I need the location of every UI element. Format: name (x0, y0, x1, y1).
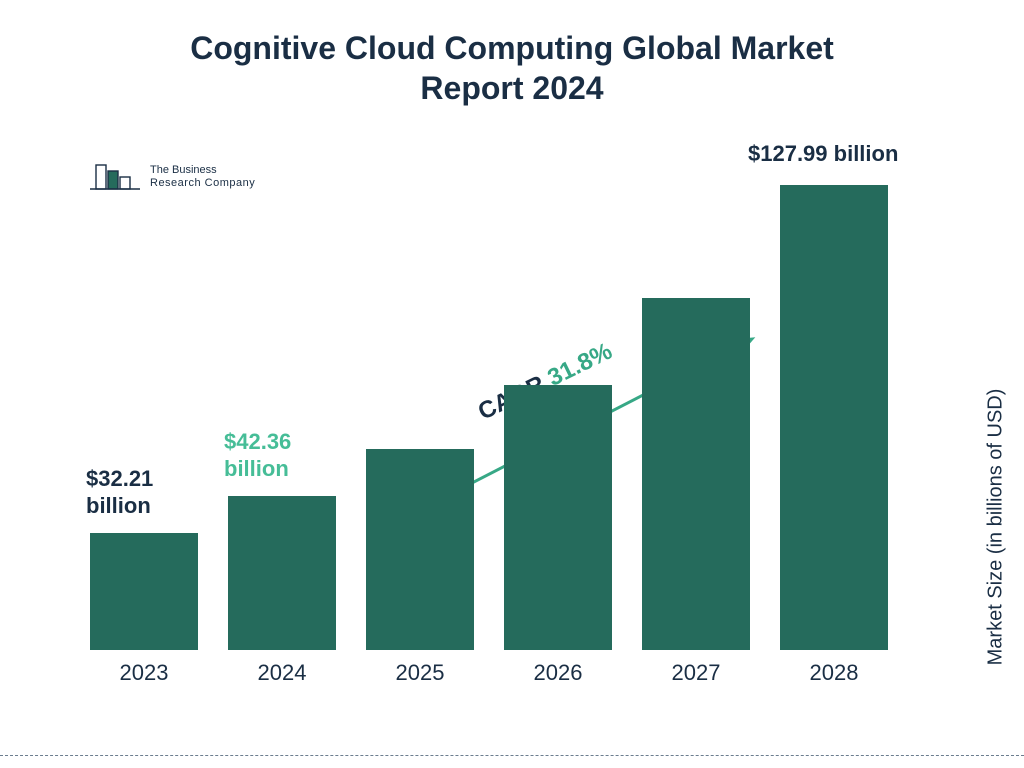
cagr-value: 31.8% (543, 338, 616, 392)
x-label-2024: 2024 (258, 660, 307, 686)
footer-divider (0, 755, 1024, 756)
x-label-2027: 2027 (672, 660, 721, 686)
x-label-2023: 2023 (120, 660, 169, 686)
bar-2024 (228, 496, 336, 650)
title-line-1: Cognitive Cloud Computing Global Market (190, 30, 834, 66)
value-label-2024: $42.36billion (224, 429, 291, 482)
bar-2025 (366, 449, 474, 650)
bar-chart: CAGR 31.8% $32.21billion$42.36billion$12… (90, 160, 930, 690)
value-label-2028: $127.99 billion (748, 141, 898, 167)
value-label-2023: $32.21billion (86, 466, 153, 519)
page-title: Cognitive Cloud Computing Global Market … (0, 28, 1024, 108)
title-line-2: Report 2024 (420, 70, 603, 106)
x-label-2026: 2026 (534, 660, 583, 686)
bar-2026 (504, 385, 612, 650)
bar-2027 (642, 298, 750, 650)
y-axis-label: Market Size (in billions of USD) (985, 389, 1008, 666)
chart-plot-area: CAGR 31.8% $32.21billion$42.36billion$12… (90, 160, 890, 650)
bar-2028 (780, 185, 888, 650)
bar-2023 (90, 533, 198, 650)
x-label-2028: 2028 (810, 660, 859, 686)
x-label-2025: 2025 (396, 660, 445, 686)
